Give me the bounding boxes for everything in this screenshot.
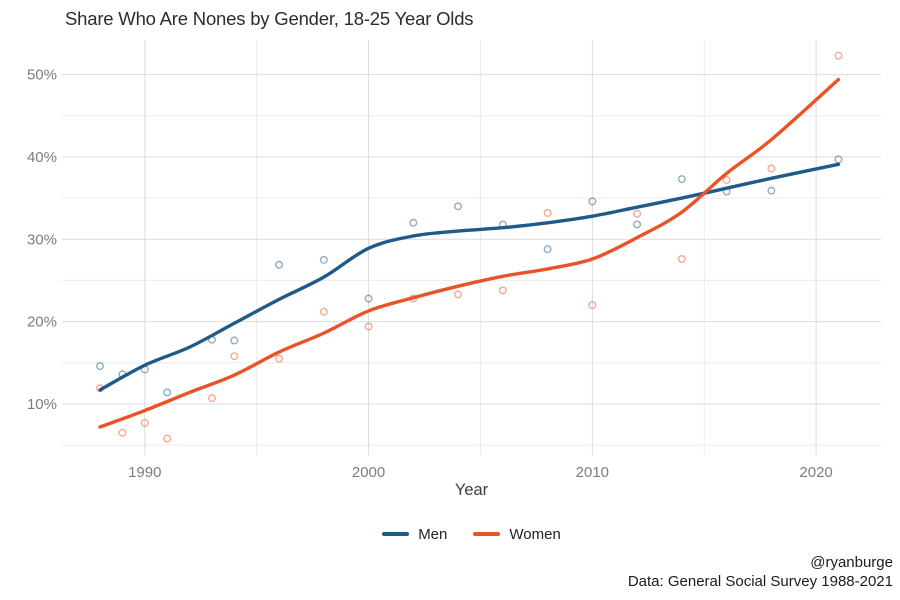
legend-label-men: Men (418, 525, 448, 543)
men-scatter-point (767, 186, 776, 195)
y-tick-label: 50% (27, 67, 57, 84)
women-line-swatch (473, 532, 501, 536)
men-scatter-point (543, 245, 552, 254)
women-scatter-point (364, 322, 373, 331)
men-scatter-point (364, 294, 373, 303)
caption-source: Data: General Social Survey 1988-2021 (627, 573, 893, 590)
women-scatter-point (163, 434, 172, 443)
x-tick-label: 1990 (128, 464, 161, 481)
women-scatter-point (118, 428, 127, 437)
women-trend-line (98, 77, 841, 429)
women-scatter-point (319, 307, 328, 316)
women-scatter-point (633, 209, 642, 218)
women-scatter-point (207, 394, 216, 403)
men-scatter-point (588, 197, 597, 206)
x-tick-label: 2000 (352, 464, 385, 481)
men-scatter-point (677, 175, 686, 184)
women-scatter-point (498, 286, 507, 295)
y-tick-label: 20% (27, 314, 57, 331)
x-tick-label: 2020 (799, 464, 832, 481)
men-scatter-point (163, 388, 172, 397)
men-scatter-point (409, 218, 418, 227)
x-axis-title: Year (455, 481, 489, 499)
women-scatter-point (140, 418, 149, 427)
women-scatter-point (588, 301, 597, 310)
legend: Men Women (62, 524, 881, 544)
women-scatter-point (454, 290, 463, 299)
legend-item-men: Men (382, 526, 447, 543)
y-tick-label: 40% (27, 149, 57, 166)
caption-author: @ryanburge (810, 554, 893, 571)
legend-item-women: Women (473, 525, 561, 543)
women-scatter-point (722, 175, 731, 184)
women-scatter-point (677, 255, 686, 264)
women-scatter-point (275, 354, 284, 363)
men-line-swatch (382, 532, 410, 536)
men-scatter-point (275, 260, 284, 269)
men-scatter-point (454, 202, 463, 211)
chart-title: Share Who Are Nones by Gender, 18-25 Yea… (65, 8, 474, 29)
women-scatter-point (230, 352, 239, 361)
men-scatter-point (96, 362, 105, 371)
legend-label-women: Women (509, 525, 561, 543)
x-tick-label: 2010 (576, 464, 609, 481)
men-scatter-point (230, 336, 239, 345)
chart-caption: @ryanburge Data: General Social Survey 1… (628, 553, 893, 591)
y-tick-label: 10% (27, 396, 57, 413)
men-scatter-point (633, 220, 642, 229)
men-scatter-point (319, 255, 328, 264)
women-scatter-point (767, 164, 776, 173)
women-scatter-point (834, 51, 843, 60)
men-trend-line (98, 162, 841, 392)
y-tick-label: 30% (27, 231, 57, 248)
women-scatter-point (543, 208, 552, 217)
